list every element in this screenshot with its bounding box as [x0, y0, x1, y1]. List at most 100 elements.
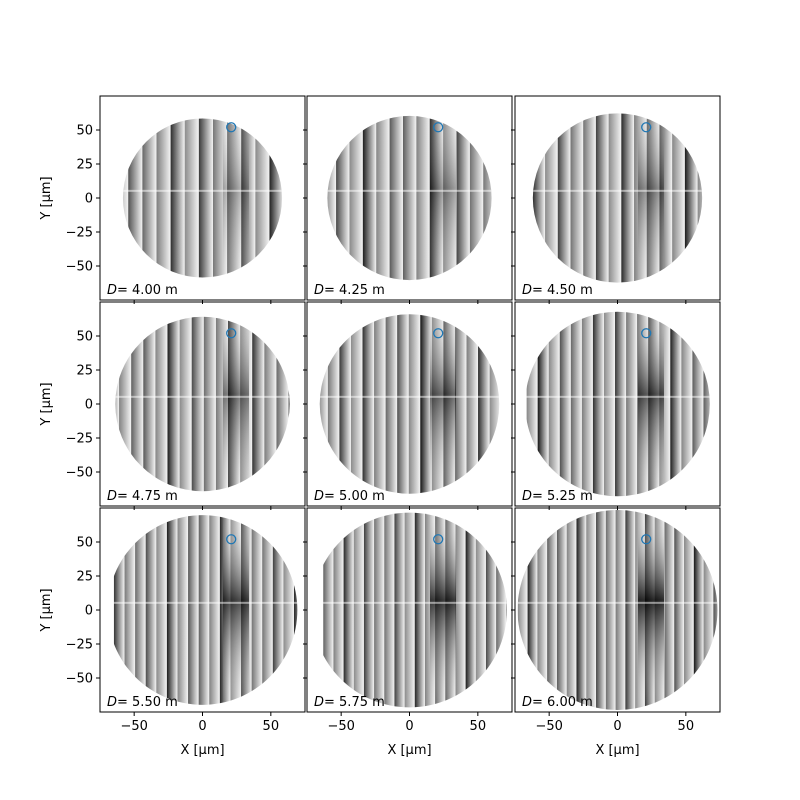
fringe [402, 115, 417, 281]
fringe [209, 515, 220, 705]
fringe [191, 316, 204, 492]
fringe [198, 118, 213, 278]
marker-circle [433, 328, 444, 339]
marker-circle [433, 534, 444, 545]
fringe [520, 96, 533, 300]
panel-label-value: = 4.25 m [324, 283, 385, 298]
fringe-discontinuity [115, 395, 290, 398]
x-tick-label: −50 [120, 719, 147, 734]
marker-circle [641, 122, 652, 133]
x-tick-label: 0 [198, 719, 206, 734]
fringe [276, 316, 289, 492]
fringe [710, 96, 723, 300]
fringe [703, 311, 710, 497]
fringe [547, 510, 557, 710]
heatmap-image [517, 510, 718, 710]
y-tick-label: 0 [85, 398, 93, 413]
fringe [469, 115, 484, 281]
fringe [608, 113, 622, 283]
fringe [659, 311, 671, 497]
fringe [581, 311, 593, 497]
fringe [404, 512, 415, 708]
fringe [327, 115, 337, 281]
panel-8: −50 0 50 D= 5.75 m X [μm] [303, 507, 513, 758]
fringe [262, 515, 273, 705]
marker-circle [226, 328, 237, 339]
fringe [506, 512, 507, 708]
fringe [362, 314, 375, 494]
fringe [167, 316, 180, 492]
fringe [251, 515, 263, 705]
fringe [119, 316, 132, 492]
y-axis-label: Y [μm] [39, 588, 54, 632]
heatmap-image [100, 96, 283, 300]
fringe [605, 510, 616, 710]
fringe [327, 314, 340, 494]
panel-label: D= 4.75 m [107, 489, 178, 504]
fringe [566, 510, 577, 710]
y-tick-label: 25 [76, 364, 93, 379]
fringe [142, 118, 157, 278]
y-tick-label: 50 [76, 330, 93, 345]
fringe [576, 510, 587, 710]
dark-band [223, 316, 249, 492]
panel-label-value: = 5.50 m [117, 695, 178, 710]
heatmap-image [107, 515, 298, 705]
dark-band [638, 311, 664, 497]
fringe [283, 515, 294, 705]
panel-label-var: D [314, 283, 324, 298]
fringe [670, 311, 682, 497]
fringe [385, 314, 398, 494]
fringe-discontinuity [327, 189, 492, 192]
fringe [198, 515, 210, 705]
fringe [664, 510, 675, 710]
fringe [319, 314, 328, 494]
fringe [323, 512, 334, 708]
panel-label: D= 5.75 m [314, 695, 385, 710]
x-tick-label: 50 [470, 719, 487, 734]
fringe [489, 314, 500, 494]
panel-5: D= 5.00 m [303, 301, 513, 510]
panel-label-value: = 5.25 m [532, 489, 593, 504]
fringe [537, 311, 549, 497]
fringe [557, 113, 571, 283]
fringe [615, 311, 627, 497]
y-tick-label: 0 [85, 604, 93, 619]
panel-label-value: = 5.75 m [324, 695, 385, 710]
dark-band [638, 113, 664, 283]
fringe [179, 316, 192, 492]
fringe [374, 512, 385, 708]
fringe [272, 515, 284, 705]
fringe [128, 118, 143, 278]
fringe [713, 510, 718, 710]
heatmap-image [327, 115, 492, 281]
fringe [559, 311, 571, 497]
fringe [596, 510, 606, 710]
dark-band [223, 515, 249, 705]
fringe [684, 113, 698, 283]
fringe [626, 311, 638, 497]
fringe [135, 515, 146, 705]
fringe [485, 512, 497, 708]
fringe [684, 510, 694, 710]
dark-band [638, 510, 664, 710]
marker-circle [433, 122, 444, 133]
marker-circle [641, 534, 652, 545]
fringe [100, 96, 114, 300]
fringe [420, 314, 432, 494]
y-tick-label: −50 [66, 260, 93, 275]
fringe [548, 311, 560, 497]
panel-label-var: D [107, 283, 117, 298]
fringe [526, 311, 538, 497]
panel-label: D= 6.00 m [522, 695, 593, 710]
panel-label-var: D [522, 695, 532, 710]
fringe [615, 510, 626, 710]
fringe [343, 512, 354, 708]
fringe [592, 311, 604, 497]
y-axis-label: Y [μm] [39, 382, 54, 426]
fringe [681, 311, 693, 497]
fringe [625, 510, 636, 710]
fringe [603, 311, 616, 497]
fringe [350, 314, 363, 494]
